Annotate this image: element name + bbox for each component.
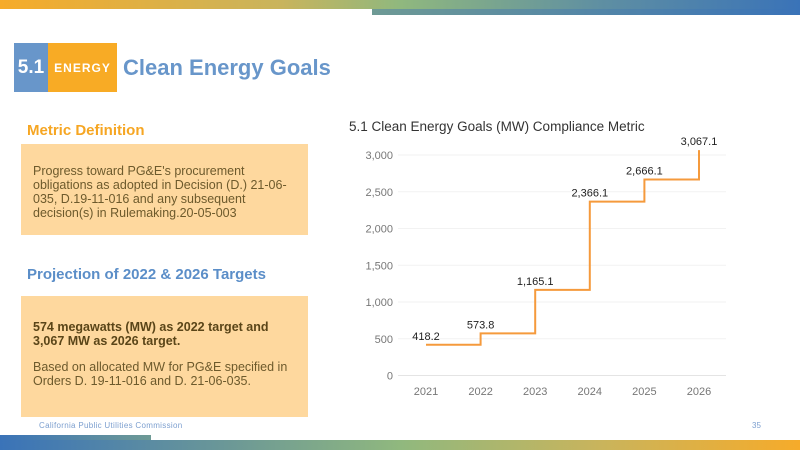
data-label: 573.8 xyxy=(467,319,495,331)
data-label: 2,666.1 xyxy=(626,166,663,178)
x-tick-label: 2024 xyxy=(578,386,602,398)
projection-box: 574 megawatts (MW) as 2022 target and 3,… xyxy=(21,296,308,417)
x-tick-label: 2025 xyxy=(632,386,656,398)
data-label: 418.2 xyxy=(412,331,440,343)
y-tick-label: 2,000 xyxy=(365,224,393,236)
section-number: 5.1 xyxy=(14,43,48,92)
x-tick-label: 2026 xyxy=(687,386,711,398)
top-decorative-bar xyxy=(0,0,800,10)
y-tick-label: 0 xyxy=(387,371,393,383)
bottom-decorative-bar-left xyxy=(0,435,151,441)
data-label: 3,067.1 xyxy=(681,136,718,148)
bottom-decorative-bar xyxy=(0,440,800,450)
x-tick-label: 2021 xyxy=(414,386,438,398)
metric-definition-text: Progress toward PG&E's procurement oblig… xyxy=(33,164,287,220)
x-tick-label: 2023 xyxy=(523,386,547,398)
top-decorative-bar-right xyxy=(372,9,800,15)
metric-definition-heading: Metric Definition xyxy=(27,122,145,139)
projection-bold-text: 574 megawatts (MW) as 2022 target and 3,… xyxy=(33,320,269,348)
projection-heading: Projection of 2022 & 2026 Targets xyxy=(27,266,266,283)
x-tick-label: 2022 xyxy=(468,386,492,398)
y-tick-label: 2,500 xyxy=(365,187,393,199)
x-axis-ticks: 2021 2022 2023 2024 2025 2026 xyxy=(414,386,711,398)
section-tag: ENERGY xyxy=(48,43,117,92)
y-tick-label: 1,000 xyxy=(365,297,393,309)
y-tick-label: 1,500 xyxy=(365,260,393,272)
metric-definition-box: Progress toward PG&E's procurement oblig… xyxy=(21,144,308,235)
chart-title: 5.1 Clean Energy Goals (MW) Compliance M… xyxy=(349,119,645,134)
chart-grid xyxy=(398,154,726,376)
y-axis-ticks: 0 500 1,000 1,500 2,000 2,500 3,000 xyxy=(365,150,393,383)
y-tick-label: 500 xyxy=(375,334,393,346)
data-label: 2,366.1 xyxy=(571,188,608,200)
data-labels: 418.2 573.8 1,165.1 2,366.1 2,666.1 3,067.1 xyxy=(412,136,717,343)
footer-organization: California Public Utilities Commission xyxy=(39,421,183,430)
projection-text: Based on allocated MW for PG&E specified… xyxy=(33,360,288,388)
y-tick-label: 3,000 xyxy=(365,150,393,162)
top-bar-gap xyxy=(0,9,372,11)
page-number: 35 xyxy=(752,421,761,430)
page-title: Clean Energy Goals xyxy=(123,55,331,80)
step-line-series xyxy=(426,150,700,346)
data-label: 1,165.1 xyxy=(517,276,554,288)
